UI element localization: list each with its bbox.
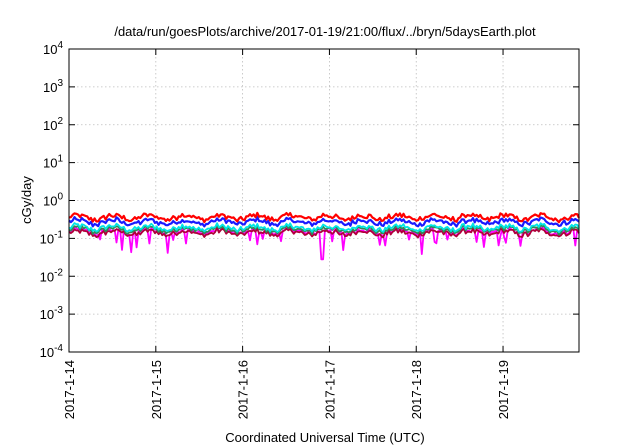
x-tick-label: 2017-1-16 (236, 360, 251, 419)
series-line-1 (68, 227, 580, 239)
y-tick-label: 10-1 (40, 229, 64, 246)
y-tick-label: 10-2 (40, 267, 64, 284)
series-line-4 (68, 215, 580, 228)
series-line-5 (68, 211, 580, 224)
y-tick-label: 10-4 (40, 343, 64, 360)
y-tick-label: 102 (43, 116, 63, 133)
y-tick-label: 10-3 (40, 305, 64, 322)
y-tick-label: 103 (43, 78, 63, 95)
x-axis-label: Coordinated Universal Time (UTC) (225, 430, 424, 445)
x-tick-label: 2017-1-17 (322, 360, 337, 419)
y-tick-label: 104 (43, 40, 63, 57)
y-tick-label: 101 (43, 154, 63, 171)
y-tick-label: 100 (43, 192, 63, 209)
x-tick-label: 2017-1-14 (62, 360, 77, 419)
x-tick-label: 2017-1-15 (149, 360, 164, 419)
x-tick-label: 2017-1-19 (496, 360, 511, 419)
grid (68, 49, 579, 352)
series-layer (68, 211, 580, 261)
y-axis-ticks: 10-4 10-3 10-2 10-1 100 101 102 103 104 (40, 40, 579, 360)
chart-title: /data/run/goesPlots/archive/2017-01-19/2… (114, 24, 536, 39)
x-tick-label: 2017-1-18 (409, 360, 424, 419)
y-axis-label: cGy/day (19, 176, 34, 224)
x-axis-ticks: 2017-1-14 2017-1-15 2017-1-16 2017-1-17 2017… (62, 49, 511, 419)
series-line-3 (68, 222, 580, 234)
